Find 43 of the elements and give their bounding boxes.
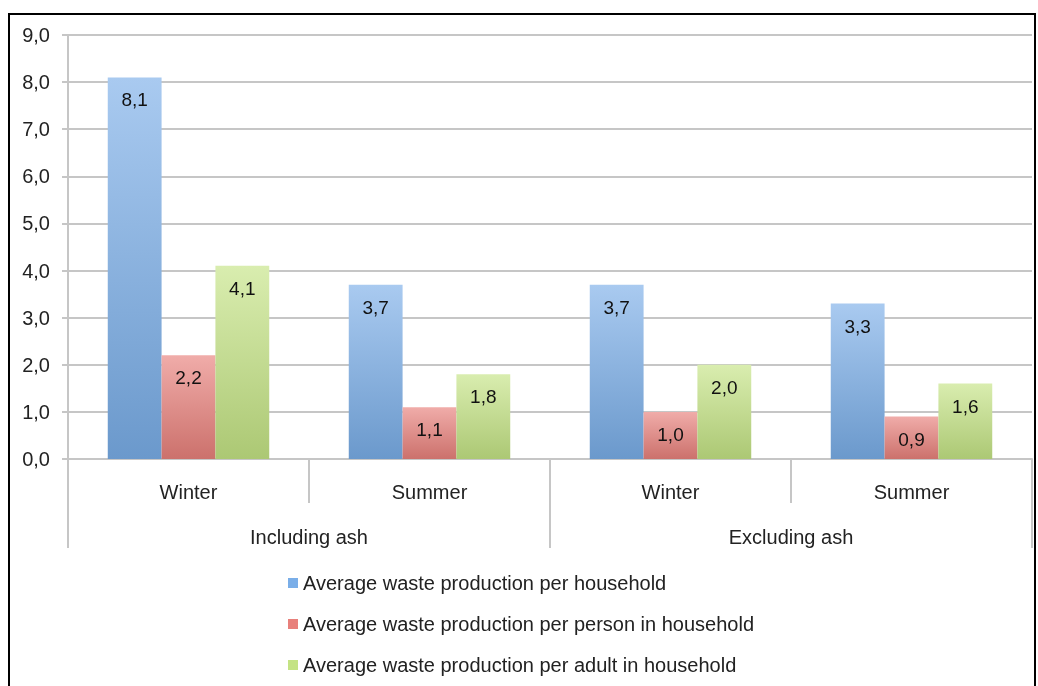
y-tick-label: 3,0	[22, 306, 50, 329]
y-tick-label: 2,0	[22, 353, 50, 376]
bar	[107, 77, 162, 459]
bar	[697, 364, 752, 459]
data-label: 1,0	[657, 423, 684, 445]
legend-label: Average waste production per household	[303, 572, 667, 594]
data-label: 2,0	[711, 376, 738, 398]
legend-label: Average waste production per person in household	[303, 613, 755, 635]
bar	[348, 284, 403, 459]
y-tick-label: 8,0	[22, 71, 50, 94]
data-label: 4,1	[229, 277, 256, 299]
bar	[884, 416, 939, 459]
data-label: 1,8	[470, 386, 497, 408]
bar	[456, 374, 511, 459]
text: Including ash	[250, 526, 368, 548]
data-label: 8,1	[121, 89, 148, 111]
legend-label: Average waste production per adult in household	[303, 654, 737, 676]
bar	[215, 265, 270, 459]
y-tick-label: 1,0	[22, 400, 50, 423]
data-label: 2,2	[175, 367, 202, 389]
data-label: 3,7	[603, 296, 630, 318]
bar	[643, 411, 698, 459]
text: Excluding ash	[728, 526, 854, 548]
y-tick-label: 9,0	[22, 24, 50, 46]
bar	[161, 355, 216, 459]
bar	[589, 284, 644, 459]
data-label: 0,9	[898, 428, 925, 450]
data-label: 3,3	[844, 315, 871, 337]
y-tick-label: 7,0	[22, 118, 50, 141]
x-tick-label: Summer	[873, 481, 950, 503]
x-tick-label: Winter	[641, 481, 700, 503]
data-label: 1,1	[416, 419, 443, 441]
y-tick-label: 5,0	[22, 212, 50, 235]
bar	[938, 383, 993, 459]
y-tick-label: 4,0	[22, 259, 50, 282]
data-label: 3,7	[362, 296, 389, 318]
x-tick-label: Summer	[391, 481, 468, 503]
y-tick-label: 6,0	[22, 165, 50, 188]
bar	[402, 407, 457, 459]
bar	[830, 303, 885, 459]
y-tick-label: 0,0	[22, 448, 50, 470]
data-label: 1,6	[952, 395, 979, 417]
x-tick-label: Winter	[159, 481, 218, 503]
